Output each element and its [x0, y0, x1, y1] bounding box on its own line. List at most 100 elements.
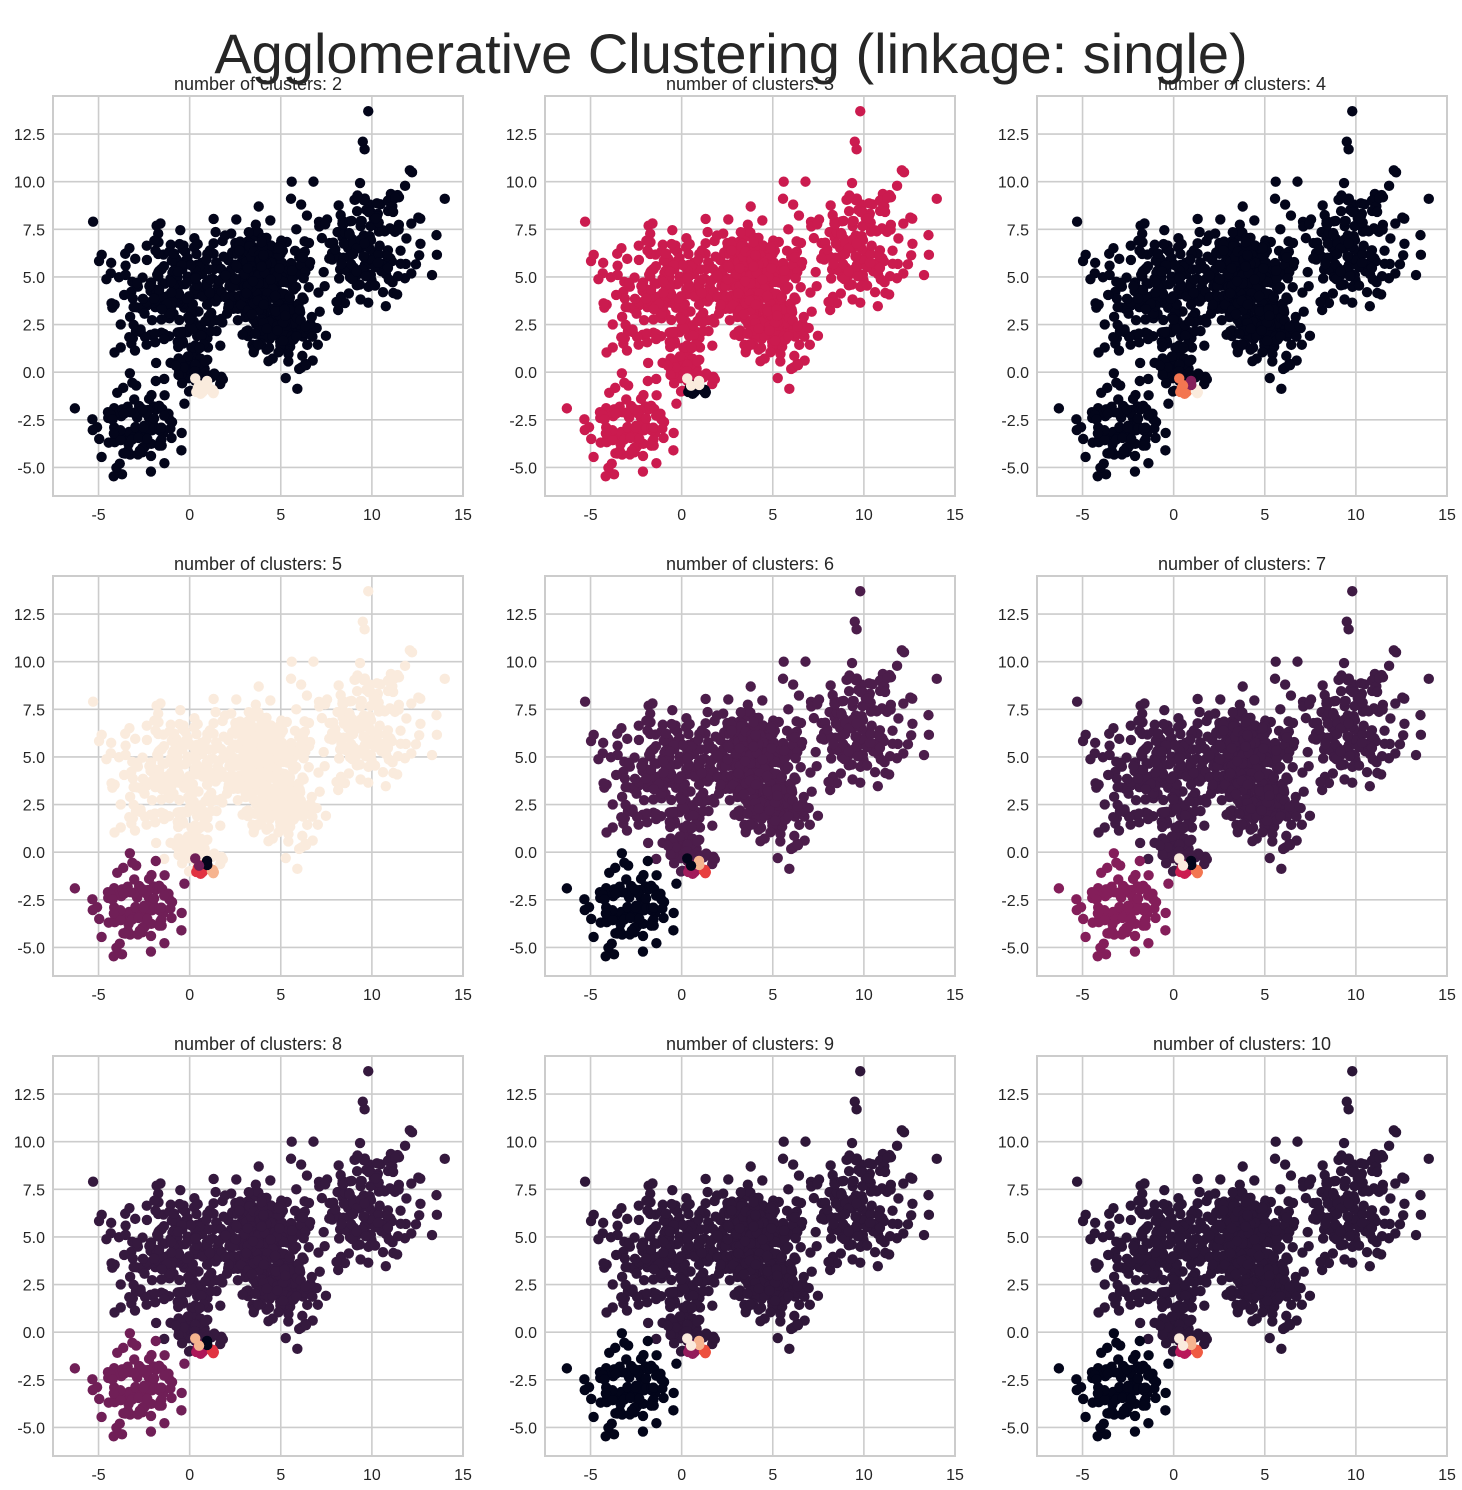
scatter-point — [697, 274, 708, 285]
scatter-point — [243, 227, 254, 238]
scatter-point — [208, 693, 219, 705]
scatter-point — [835, 288, 847, 299]
scatter-point — [176, 925, 187, 936]
scatter-point — [258, 249, 269, 261]
scatter-point — [439, 673, 450, 685]
scatter-point — [744, 339, 756, 350]
scatter-point — [283, 836, 294, 847]
scatter-point — [261, 803, 272, 814]
scatter-point — [789, 830, 800, 842]
scatter-point — [905, 730, 917, 741]
scatter-point — [1242, 249, 1253, 261]
scatter-point — [182, 756, 193, 768]
scatter-point — [1207, 299, 1218, 311]
scatter-point — [280, 310, 291, 321]
scatter-point — [336, 258, 347, 270]
scatter-point — [874, 262, 886, 274]
scatter-point — [330, 244, 341, 255]
scatter-point — [1214, 273, 1225, 285]
scatter-point — [141, 254, 153, 266]
scatter-point — [616, 243, 627, 254]
scatter-point — [855, 106, 866, 117]
scatter-point — [1279, 199, 1291, 210]
scatter-point — [851, 238, 862, 249]
scatter-point — [700, 718, 711, 729]
scatter-point — [1112, 319, 1123, 331]
scatter-point — [683, 248, 694, 260]
scatter-point — [390, 192, 401, 204]
scatter-point — [174, 718, 185, 730]
scatter-point — [1176, 238, 1187, 250]
scatter-point — [406, 268, 417, 279]
scatter-point — [806, 786, 817, 797]
scatter-point — [280, 852, 291, 864]
scatter-point — [1379, 245, 1390, 256]
scatter-point — [762, 786, 774, 797]
scatter-point — [885, 224, 896, 235]
scatter-point — [621, 394, 632, 405]
scatter-point — [846, 657, 858, 669]
scatter-point — [124, 311, 136, 323]
scatter-point — [345, 738, 357, 750]
scatter-point — [1117, 432, 1128, 444]
scatter-point — [181, 293, 193, 304]
scatter-point — [410, 259, 422, 270]
scatter-point — [1150, 276, 1161, 288]
scatter-point — [297, 830, 308, 842]
scatter-point — [783, 224, 794, 235]
scatter-point — [234, 245, 245, 256]
scatter-point — [670, 362, 681, 373]
scatter-point — [1347, 297, 1358, 308]
scatter-point — [1237, 201, 1248, 212]
scatter-point — [291, 224, 302, 235]
scatter-point — [1226, 262, 1237, 274]
subplot-title: number of clusters: 2 — [174, 74, 342, 94]
scatter-point — [331, 296, 342, 308]
scatter-point — [640, 413, 652, 424]
scatter-point — [778, 745, 790, 756]
scatter-point — [115, 434, 126, 446]
scatter-point — [907, 238, 918, 249]
scatter-point — [750, 729, 761, 741]
scatter-point — [1268, 292, 1280, 303]
scatter-point — [579, 424, 590, 436]
scatter-point — [1323, 297, 1335, 309]
scatter-point — [355, 695, 366, 707]
scatter-point — [1214, 260, 1226, 271]
scatter-point — [336, 738, 347, 750]
scatter-point — [404, 165, 416, 176]
scatter-point — [115, 822, 126, 833]
scatter-point — [258, 299, 269, 311]
scatter-point — [133, 912, 144, 924]
scatter-point — [755, 836, 766, 847]
scatter-point — [651, 390, 662, 401]
scatter-point — [646, 440, 657, 451]
scatter-point — [1236, 339, 1248, 350]
scatter-point — [148, 773, 160, 784]
scatter-point — [918, 269, 930, 281]
scatter-point — [879, 206, 891, 218]
scatter-point — [636, 760, 647, 772]
axes-frame — [1036, 95, 1448, 497]
axes-frame — [544, 95, 956, 497]
scatter-point — [1379, 258, 1390, 270]
scatter-point — [812, 810, 824, 822]
scatter-point — [789, 292, 800, 303]
scatter-point — [431, 229, 442, 241]
y-tick-label: 5.0 — [23, 750, 45, 767]
scatter-point — [258, 779, 269, 791]
scatter-point — [249, 808, 261, 819]
scatter-point — [898, 268, 909, 279]
scatter-point — [286, 745, 298, 756]
scatter-point — [219, 710, 231, 721]
scatter-point — [616, 791, 628, 803]
scatter-point — [755, 342, 767, 353]
scatter-point — [1336, 190, 1347, 201]
scatter-point — [887, 245, 898, 256]
scatter-point — [230, 753, 241, 765]
scatter-point — [247, 275, 259, 287]
scatter-point — [668, 427, 679, 439]
scatter-point — [1291, 331, 1302, 342]
scatter-point — [391, 289, 403, 300]
scatter-point — [195, 810, 207, 821]
